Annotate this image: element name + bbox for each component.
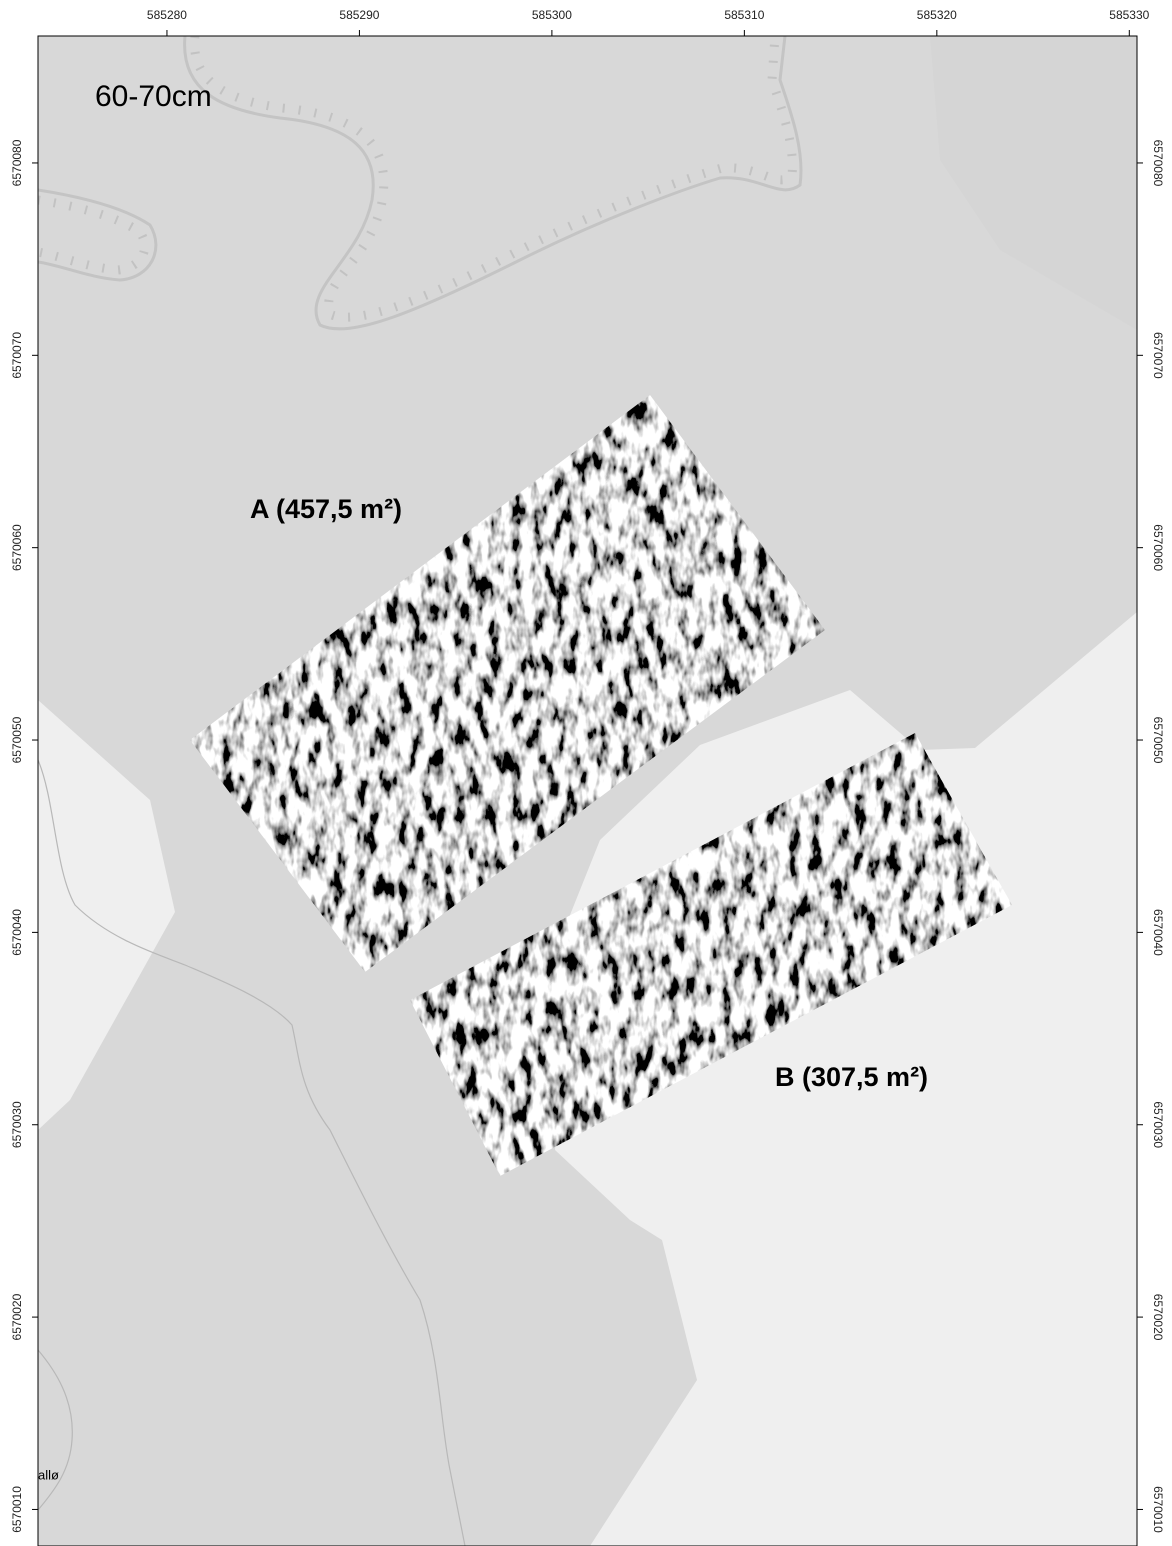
y-tick-label: 6570060	[1151, 524, 1165, 571]
y-tick-label: 6570060	[10, 524, 24, 571]
y-tick-label: 6570070	[10, 332, 24, 379]
y-tick-label: 6570030	[1151, 1101, 1165, 1148]
y-tick-label: 6570030	[10, 1101, 24, 1148]
y-tick-label: 6570040	[10, 909, 24, 956]
map: 60-70cm A (457,5 m²) B (307,5 m²) allø 5…	[0, 0, 1172, 1546]
y-tick-label: 6570050	[1151, 717, 1165, 764]
x-tick-label: 585280	[147, 8, 187, 22]
place-label: allø	[38, 1467, 59, 1482]
x-tick-label: 585320	[917, 8, 957, 22]
y-tick-label: 6570070	[1151, 332, 1165, 379]
y-tick-label: 6570050	[10, 716, 24, 763]
y-tick-label: 6570040	[1151, 909, 1165, 956]
x-tick-label: 585330	[1109, 8, 1149, 22]
y-tick-label: 6570080	[10, 139, 24, 186]
x-tick-label: 585300	[532, 8, 572, 22]
y-tick-label: 6570020	[10, 1293, 24, 1340]
area-label: A (457,5 m²)	[250, 494, 402, 524]
depth-label: 60-70cm	[95, 80, 212, 113]
y-tick-label: 6570010	[1151, 1486, 1165, 1533]
x-tick-label: 585290	[339, 8, 379, 22]
y-tick-label: 6570010	[10, 1486, 24, 1533]
area-label: B (307,5 m²)	[775, 1062, 928, 1092]
y-tick-label: 6570080	[1151, 140, 1165, 187]
basemap	[38, 36, 1137, 1546]
y-tick-label: 6570020	[1151, 1294, 1165, 1341]
x-tick-label: 585310	[724, 8, 764, 22]
